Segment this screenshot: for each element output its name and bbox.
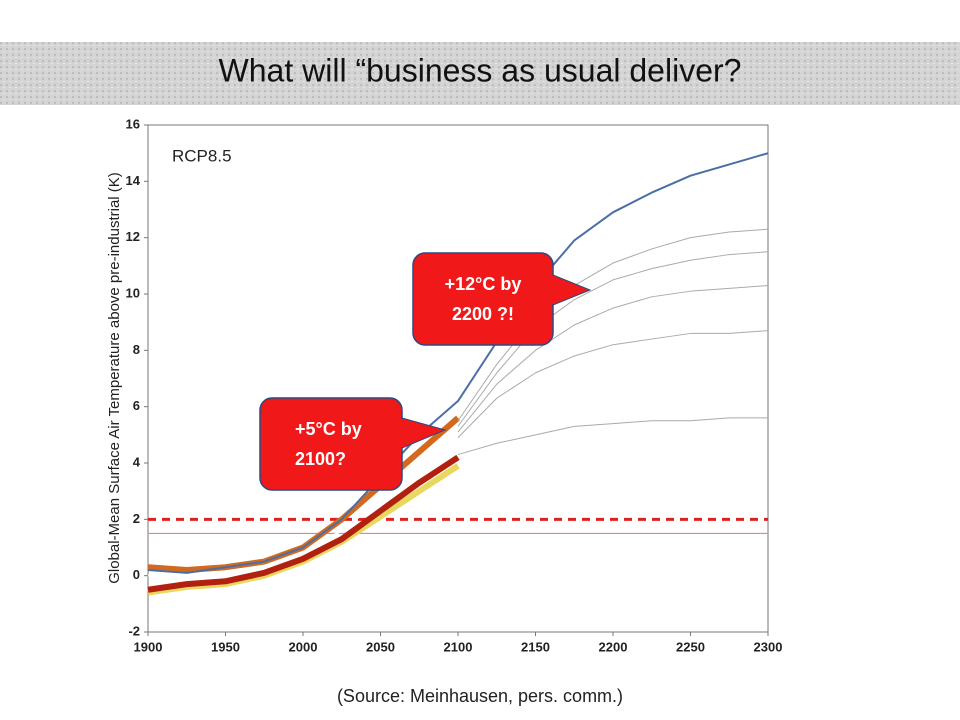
y-tick-label: 14: [126, 173, 141, 188]
slide-title: What will “business as usual deliver?: [219, 52, 742, 88]
callout-seam: [399, 419, 405, 447]
y-tick-label: 0: [133, 567, 140, 582]
y-tick-label: 6: [133, 398, 140, 413]
callout-text: 2200 ?!: [452, 304, 514, 324]
callout-text: +5°C by: [295, 419, 362, 439]
y-tick-label: 10: [126, 285, 140, 300]
series-line: [147, 152, 769, 574]
plot-frame: [147, 124, 769, 633]
series-line: [457, 228, 769, 422]
title-band: [0, 42, 960, 105]
x-tick-label: 2250: [676, 639, 705, 654]
x-tick-label: 1950: [211, 639, 240, 654]
callout-box: [412, 252, 554, 346]
x-tick-label: 2000: [289, 639, 318, 654]
annotations: +12°C by 2200 ?! +5°C by 2100?: [259, 252, 592, 491]
y-tick-label: 2: [133, 511, 140, 526]
x-tick-label: 2050: [366, 639, 395, 654]
y-axis-label: Global-Mean Surface Air Temperature abov…: [106, 172, 123, 584]
x-tick-label: 2100: [444, 639, 473, 654]
y-tick-label: 16: [126, 116, 140, 131]
x-tick-label: 1900: [134, 639, 163, 654]
series-line: [457, 417, 768, 456]
series-line: [148, 434, 459, 577]
x-tick-label: 2200: [599, 639, 628, 654]
series-line: [457, 251, 769, 427]
x-tick-label: 2300: [754, 639, 783, 654]
source: (Source: Meinhausen, pers. comm.): [337, 686, 623, 706]
y-tick-label: 12: [126, 229, 140, 244]
plot: -2 0 2 4 6 8 10 12 14 16 1900 1950 2000 2050 2100 2150 2…: [126, 116, 783, 654]
y-tick-label: 4: [133, 454, 141, 469]
x-tick-label: 2150: [521, 639, 550, 654]
scenario-label: RCP8.5: [172, 146, 232, 165]
callout-text: 2100?: [295, 449, 346, 469]
callout-seam: [550, 276, 556, 304]
callout-box: [259, 397, 403, 491]
callout-text: +12°C by: [445, 274, 522, 294]
series-line: [457, 285, 769, 433]
y-tick-label: -2: [128, 623, 140, 638]
y-tick-label: 8: [133, 342, 140, 357]
series-line: [457, 330, 769, 439]
series-line: [147, 454, 460, 593]
